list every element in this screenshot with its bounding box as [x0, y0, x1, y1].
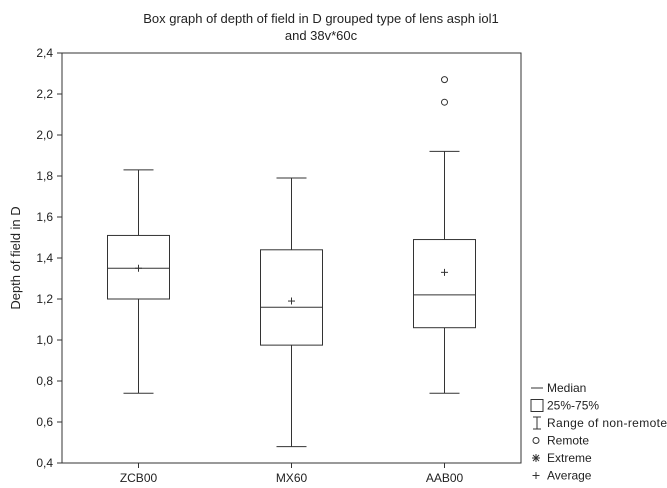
y-tick-label: 1,6	[36, 210, 53, 224]
x-tick-label: MX60	[276, 471, 308, 485]
legend-median-label: Median	[547, 381, 586, 395]
box-group	[107, 169, 170, 394]
y-axis-label: Depth of field in D	[8, 206, 23, 309]
y-tick-label: 0,6	[36, 415, 53, 429]
y-tick-label: 1,8	[36, 169, 53, 183]
y-tick-label: 0,4	[36, 456, 53, 470]
y-tick-label: 1,4	[36, 251, 53, 265]
y-tick-label: 2,0	[36, 128, 53, 142]
remote-point	[441, 98, 448, 106]
y-tick-label: 1,2	[36, 292, 53, 306]
legend-remote-label: Remote	[547, 434, 589, 448]
box-group	[260, 177, 323, 448]
chart-title-line2: and 38v*60c	[285, 28, 358, 43]
legend-remote-symbol	[532, 437, 540, 444]
box-iqr	[413, 239, 476, 329]
x-axis: ZCB00 MX60 AAB00	[120, 463, 464, 485]
legend-extreme-label: Extreme	[547, 451, 592, 465]
boxes	[107, 76, 476, 448]
remote-point	[441, 76, 448, 84]
x-tick-label: ZCB00	[120, 471, 158, 485]
y-tick-label: 2,2	[36, 87, 53, 101]
box-group	[413, 76, 476, 394]
x-tick-label: AAB00	[426, 471, 464, 485]
y-axis: 0,4 0,6 0,8 1,0 1,2 1,4 1,6 1,8 2,0 2,2 2,4	[36, 46, 62, 470]
legend-average-label: Average	[547, 469, 592, 483]
legend-extreme-symbol	[532, 454, 540, 462]
y-tick-label: 2,4	[36, 46, 53, 60]
y-tick-label: 0,8	[36, 374, 53, 388]
legend-box-symbol	[530, 399, 544, 412]
y-tick-label: 1,0	[36, 333, 53, 347]
chart-title-line1: Box graph of depth of field in D grouped…	[143, 11, 499, 26]
legend-range-label: Range of non-remote	[547, 416, 667, 430]
box-iqr	[260, 249, 323, 346]
legend-box-label: 25%-75%	[547, 399, 599, 413]
legend: Median 25%-75% Range of non-remote Remote Ex…	[530, 381, 667, 483]
